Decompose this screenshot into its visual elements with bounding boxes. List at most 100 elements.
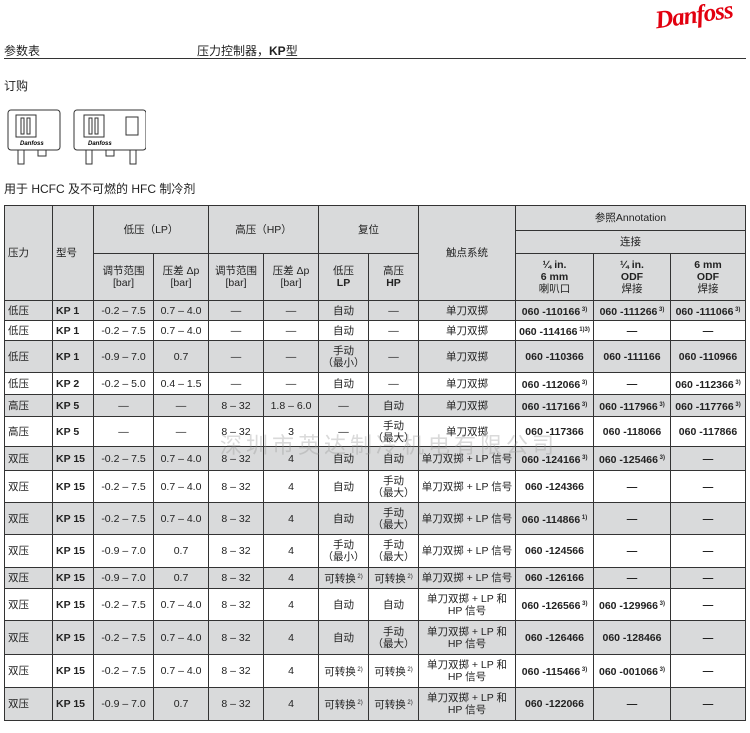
cell-model: KP 15 xyxy=(52,588,94,621)
cell-reset-hp: — xyxy=(368,300,419,321)
cell-hp-range: 8 – 32 xyxy=(208,654,264,688)
cell-hp-diff: — xyxy=(263,300,319,321)
cell-flare: 060 -126166 xyxy=(515,567,594,589)
cell-odf-6mm: — xyxy=(669,446,747,471)
table-row: 双压 KP 15 -0.2 – 7.5 0.7 – 4.0 8 – 32 4 可转换 2) 可… xyxy=(4,654,747,688)
cell-reset-hp: 手动 （最大） xyxy=(368,502,419,535)
cell-pressure: 低压 xyxy=(4,372,53,395)
cell-model: KP 1 xyxy=(52,320,94,341)
table-row: 双压 KP 15 -0.2 – 7.5 0.7 – 4.0 8 – 32 4 自动 自动 单刀双… xyxy=(4,446,747,471)
cell-lp-diff: 0.4 – 1.5 xyxy=(153,372,209,395)
cell-lp-range: -0.2 – 7.5 xyxy=(93,300,154,321)
cell-odf-6mm: — xyxy=(669,687,747,721)
cell-odf-quarter: 060 -117966 3) xyxy=(593,394,671,417)
footnote-ref: 3) xyxy=(657,454,665,461)
cell-odf-6mm: — xyxy=(669,588,747,621)
cell-reset-hp: 自动 xyxy=(368,394,419,417)
cell-model: KP 15 xyxy=(52,567,94,589)
col-pressure: 压力 xyxy=(4,205,53,301)
cell-flare: 060 -110166 3) xyxy=(515,300,594,321)
cell-reset-lp: 可转换 2) xyxy=(318,654,369,688)
cell-hp-range: 8 – 32 xyxy=(208,394,264,417)
cell-lp-diff: 0.7 xyxy=(153,687,209,721)
cell-odf-quarter: 060 -111166 xyxy=(593,340,671,373)
cell-odf-6mm: 060 -110966 xyxy=(669,340,747,373)
cell-model: KP 15 xyxy=(52,620,94,655)
table-row: 双压 KP 15 -0.2 – 7.5 0.7 – 4.0 8 – 32 4 自动 自动 单刀双… xyxy=(4,588,747,621)
cell-odf-quarter: — xyxy=(593,687,671,721)
cell-model: KP 1 xyxy=(52,300,94,321)
cell-lp-range: -0.9 – 7.0 xyxy=(93,340,154,373)
cell-flare: 060 -117366 xyxy=(515,416,594,447)
cell-flare: 060 -126566 3) xyxy=(515,588,594,621)
cell-reset-lp: 自动 xyxy=(318,502,369,535)
cell-reset-hp: — xyxy=(368,340,419,373)
cell-pressure: 低压 xyxy=(4,300,53,321)
table-row: 双压 KP 15 -0.2 – 7.5 0.7 – 4.0 8 – 32 4 自动 手动 （最大… xyxy=(4,620,747,655)
cell-odf-6mm: 060 -117866 xyxy=(669,416,747,447)
cell-hp-diff: 4 xyxy=(263,654,319,688)
cell-lp-diff: 0.7 – 4.0 xyxy=(153,300,209,321)
col-reset: 复位 xyxy=(318,205,419,254)
footnote-ref: 3) xyxy=(657,600,665,607)
cell-model: KP 1 xyxy=(52,340,94,373)
cell-odf-quarter: — xyxy=(593,320,671,341)
col-hp: 高压（HP） xyxy=(208,205,319,254)
col-hp-range: 调节范围 [bar] xyxy=(208,253,264,301)
cell-odf-quarter: — xyxy=(593,502,671,535)
doc-type: 参数表 xyxy=(4,44,41,58)
cell-flare: 060 -124166 3) xyxy=(515,446,594,471)
cell-reset-lp: 自动 xyxy=(318,470,369,503)
cell-contact: 单刀双掷 + LP 信号 xyxy=(418,446,516,471)
cell-pressure: 双压 xyxy=(4,687,53,721)
footnote-ref: 2) xyxy=(355,574,363,580)
table-row: 高压 KP 5— —8 – 32 1.8 – 6.0— 自动 单刀双掷 060 -11716… xyxy=(4,394,747,417)
cell-reset-lp: 自动 xyxy=(318,300,369,321)
cell-contact: 单刀双掷 + LP 信号 xyxy=(418,502,516,535)
cell-model: KP 15 xyxy=(52,470,94,503)
cell-odf-quarter: — xyxy=(593,372,671,395)
kp-product-illustration: Danfoss Danfoss xyxy=(7,109,146,165)
cell-lp-range: -0.2 – 7.5 xyxy=(93,502,154,535)
svg-text:Danfoss: Danfoss xyxy=(20,141,44,147)
cell-hp-diff: — xyxy=(263,372,319,395)
cell-odf-6mm: — xyxy=(669,320,747,341)
cell-hp-diff: 4 xyxy=(263,588,319,621)
cell-reset-hp: 手动 （最大） xyxy=(368,620,419,655)
cell-flare: 060 -122066 xyxy=(515,687,594,721)
cell-lp-range: -0.2 – 7.5 xyxy=(93,620,154,655)
footnote-ref: 1)3) xyxy=(577,326,590,333)
cell-odf-quarter: 060 -125466 3) xyxy=(593,446,671,471)
cell-odf-quarter: 060 -118066 xyxy=(593,416,671,447)
cell-hp-range: 8 – 32 xyxy=(208,620,264,655)
cell-model: KP 15 xyxy=(52,654,94,688)
cell-odf-6mm: 060 -117766 3) xyxy=(669,394,747,417)
cell-model: KP 2 xyxy=(52,372,94,395)
page-title: 压力控制器，KP型 xyxy=(197,42,298,59)
cell-flare: 060 -110366 xyxy=(515,340,594,373)
cell-reset-lp: 自动 xyxy=(318,446,369,471)
cell-reset-lp: 自动 xyxy=(318,588,369,621)
cell-lp-diff: 0.7 – 4.0 xyxy=(153,588,209,621)
cell-odf-quarter: 060 -001066 3) xyxy=(593,654,671,688)
footnote-ref: 3) xyxy=(580,454,588,461)
col-hp-diff: 压差 Δp [bar] xyxy=(263,253,319,301)
cell-hp-range: — xyxy=(208,320,264,341)
col-lp: 低压（LP） xyxy=(93,205,209,254)
footnote-ref: 2) xyxy=(405,667,413,673)
cell-hp-range: 8 – 32 xyxy=(208,446,264,471)
col-model: 型号 xyxy=(52,205,94,301)
cell-pressure: 低压 xyxy=(4,340,53,373)
cell-contact: 单刀双掷 xyxy=(418,394,516,417)
footnote-ref: 3) xyxy=(657,306,665,313)
ordering-table: 压力 型号 低压（LP） 高压（HP） 复位 触点系统 参照Annotation 连接 调节… xyxy=(4,205,747,721)
cell-hp-diff: 4 xyxy=(263,620,319,655)
cell-odf-6mm: — xyxy=(669,534,747,568)
cell-flare: 060 -117166 3) xyxy=(515,394,594,417)
table-row: 高压 KP 5— —8 – 32 3— 手动 （最大） 单刀双掷 060 -117366 060… xyxy=(4,416,747,447)
cell-contact: 单刀双掷 + LP 和 HP 信号 xyxy=(418,620,516,655)
cell-flare: 060 -112066 3) xyxy=(515,372,594,395)
cell-pressure: 高压 xyxy=(4,394,53,417)
cell-hp-range: — xyxy=(208,300,264,321)
cell-reset-hp: 手动 （最大） xyxy=(368,416,419,447)
